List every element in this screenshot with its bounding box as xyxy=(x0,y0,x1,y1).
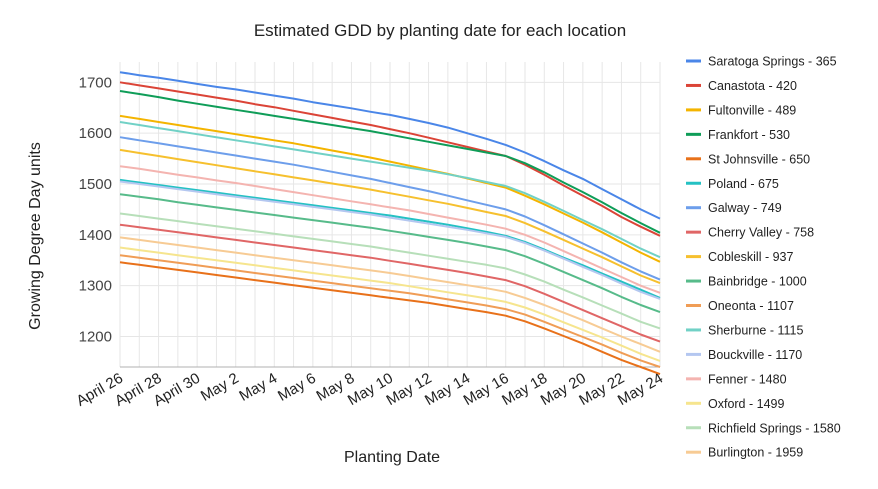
legend-label: St Johnsville - 650 xyxy=(708,152,810,166)
y-tick-label: 1400 xyxy=(79,227,112,244)
legend-label: Burlington - 1959 xyxy=(708,446,803,460)
y-tick-label: 1500 xyxy=(79,176,112,193)
x-tick-label: May 4 xyxy=(236,370,280,405)
legend-label: Oneonta - 1107 xyxy=(708,299,794,313)
series-line-0 xyxy=(119,71,661,220)
legend-label: Bainbridge - 1000 xyxy=(708,275,807,289)
y-tick-label: 1700 xyxy=(79,74,112,91)
series-line-10 xyxy=(119,254,661,368)
x-axis-title: Planting Date xyxy=(344,449,440,466)
series-line-6 xyxy=(119,136,661,281)
x-tick-label: May 24 xyxy=(615,370,666,409)
legend-label: Fultonville - 489 xyxy=(708,103,796,117)
legend-label: Richfield Springs - 1580 xyxy=(708,421,841,435)
legend-label: Saratoga Springs - 365 xyxy=(708,55,837,69)
x-tick-label: May 2 xyxy=(198,370,242,405)
legend-label: Bouckville - 1170 xyxy=(708,348,802,362)
y-tick-label: 1300 xyxy=(79,278,112,295)
legend-label: Canastota - 420 xyxy=(708,79,797,93)
legend: Saratoga Springs - 365 Canastota - 420 Ful… xyxy=(686,55,841,460)
series-line-2 xyxy=(119,114,661,263)
legend-label: Frankfort - 530 xyxy=(708,128,790,142)
series-line-4 xyxy=(119,261,661,376)
x-tick-label: May 6 xyxy=(275,370,319,405)
y-axis-title: Growing Degree Day units xyxy=(27,142,44,330)
legend-label: Poland - 675 xyxy=(708,177,779,191)
series-line-7 xyxy=(119,223,661,343)
series-line-12 xyxy=(119,180,661,300)
y-axis-ticks: 1200 1300 1400 1500 1600 1700 xyxy=(79,74,112,345)
legend-label: Sherburne - 1115 xyxy=(708,323,803,337)
series-line-15 xyxy=(119,212,661,330)
series-line-14 xyxy=(119,246,661,362)
legend-label: Galway - 749 xyxy=(708,201,782,215)
series-line-16 xyxy=(119,236,661,353)
legend-label: Cherry Valley - 758 xyxy=(708,226,814,240)
series-line-11 xyxy=(119,121,661,259)
chart-title: Estimated GDD by planting date for each … xyxy=(254,21,626,40)
legend-label: Oxford - 1499 xyxy=(708,397,784,411)
legend-label: Fenner - 1480 xyxy=(708,372,787,386)
series-line-8 xyxy=(119,148,661,285)
series-line-13 xyxy=(119,165,661,294)
series-line-9 xyxy=(119,193,661,314)
y-tick-label: 1200 xyxy=(79,329,112,346)
series-lines xyxy=(119,71,661,376)
series-line-3 xyxy=(119,90,661,234)
series-line-1 xyxy=(119,81,661,237)
legend-label: Cobleskill - 937 xyxy=(708,250,794,264)
y-tick-label: 1600 xyxy=(79,125,112,142)
series-line-5 xyxy=(119,178,661,299)
